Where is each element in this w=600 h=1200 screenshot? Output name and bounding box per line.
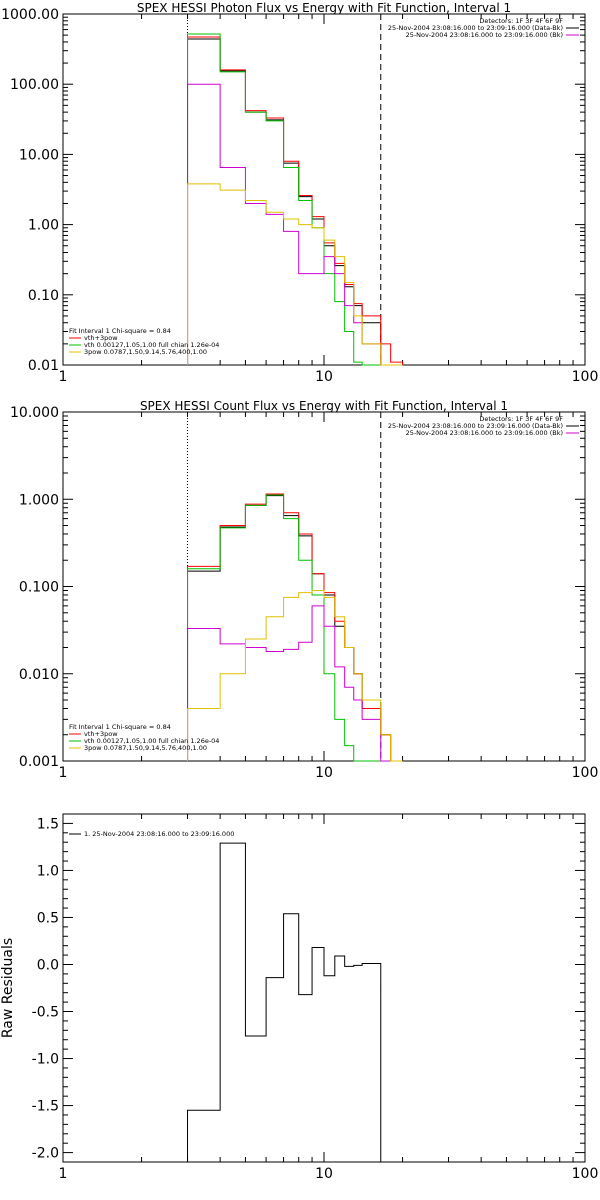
legend-top-right-text: 25-Nov-2004 23:08:16.000 to 23:09:16.000… <box>406 31 563 39</box>
x-tick-label: 1 <box>59 1166 68 1182</box>
x-tick-label: 10 <box>315 1166 333 1182</box>
legend-top-right-text: Detectors: 1F 3F 4F 6F 9F <box>479 415 563 423</box>
y-tick-label: 0.10 <box>28 288 59 304</box>
y-tick-label: 0.5 <box>37 910 59 926</box>
y-tick-label: -1.0 <box>32 1052 59 1068</box>
y-tick-label: 0.001 <box>19 754 59 770</box>
legend-top-right-text: 25-Nov-2004 23:08:16.000 to 23:09:16.000… <box>388 422 563 430</box>
y-tick-label: -1.5 <box>32 1099 59 1115</box>
y-tick-label: 1.000 <box>19 492 59 508</box>
y-tick-label: -2.0 <box>32 1146 59 1162</box>
x-tick-label: 1 <box>59 369 68 385</box>
series-line-3 <box>187 33 403 366</box>
legend-bottom-left-text: vth 0.00127,1.05,1.00 full chian 1.26e-0… <box>84 737 219 745</box>
x-tick-label: 10 <box>315 765 333 781</box>
chart-title: SPEX HESSI Photon Flux vs Energy with Fi… <box>137 1 511 15</box>
series-line-5 <box>187 183 403 366</box>
plot-frame <box>62 13 586 366</box>
y-tick-label: 0.01 <box>28 358 59 374</box>
x-tick-label: 100 <box>572 1166 599 1182</box>
y-tick-label: -0.5 <box>32 1005 59 1021</box>
plot-frame <box>62 813 586 1163</box>
y-tick-label: 10.00 <box>19 147 59 163</box>
legend-top-left-text: 1. 25-Nov-2004 23:08:16.000 to 23:09:16.… <box>84 830 234 838</box>
series-line-1 <box>187 842 382 1162</box>
chart-panel-2: SPEX HESSI Count Flux vs Energy with Fit… <box>10 399 598 781</box>
y-tick-label: 1.0 <box>37 863 59 879</box>
y-tick-label: 1.00 <box>28 218 59 234</box>
legend-bottom-left-text: vth+3pow <box>84 730 118 738</box>
legend-bottom-left-text: Fit Interval 1 Chi-square = 0.84 <box>69 327 171 335</box>
legend-top-right-text: Detectors: 1F 3F 4F 6F 9F <box>479 17 563 25</box>
chart-title: SPEX HESSI Count Flux vs Energy with Fit… <box>140 399 508 413</box>
x-tick-label: 100 <box>572 369 599 385</box>
x-tick-label: 100 <box>572 765 599 781</box>
legend-top-right-text: 25-Nov-2004 23:08:16.000 to 23:09:16.000… <box>406 429 563 437</box>
y-tick-label: 0.0 <box>37 957 59 973</box>
legend-bottom-left-text: Fit Interval 1 Chi-square = 0.84 <box>69 723 171 731</box>
y-tick-label: 10.000 <box>10 405 59 421</box>
series-line-3 <box>187 494 403 762</box>
x-tick-label: 1 <box>59 765 68 781</box>
legend-bottom-left-text: 3pow 0.0787,1.50,9.14,5.76,400,1.00 <box>84 348 207 356</box>
y-tick-label: 100.00 <box>10 77 59 93</box>
y-tick-label: 1000.00 <box>1 7 59 23</box>
series-line-5 <box>187 589 403 762</box>
y-tick-label: 0.010 <box>19 667 59 683</box>
legend-bottom-left-text: 3pow 0.0787,1.50,9.14,5.76,400,1.00 <box>84 744 207 752</box>
y-tick-label: 0.100 <box>19 580 59 596</box>
x-tick-label: 10 <box>315 369 333 385</box>
legend-bottom-left-text: vth 0.00127,1.05,1.00 full chian 1.26e-0… <box>84 341 219 349</box>
y-tick-label: 1.5 <box>37 816 59 832</box>
y-axis-label: Raw Residuals <box>0 938 16 1038</box>
legend-bottom-left-text: vth+3pow <box>84 334 118 342</box>
legend-top-right-text: 25-Nov-2004 23:08:16.000 to 23:09:16.000… <box>388 24 563 32</box>
chart-panel-3: 1 10 100 -2.0 -1.5 -1.0 -0.5 0.0 0.5 1.0 1.5 Raw Re… <box>0 813 599 1182</box>
chart-panel-1: SPEX HESSI Photon Flux vs Energy with Fi… <box>1 1 598 385</box>
